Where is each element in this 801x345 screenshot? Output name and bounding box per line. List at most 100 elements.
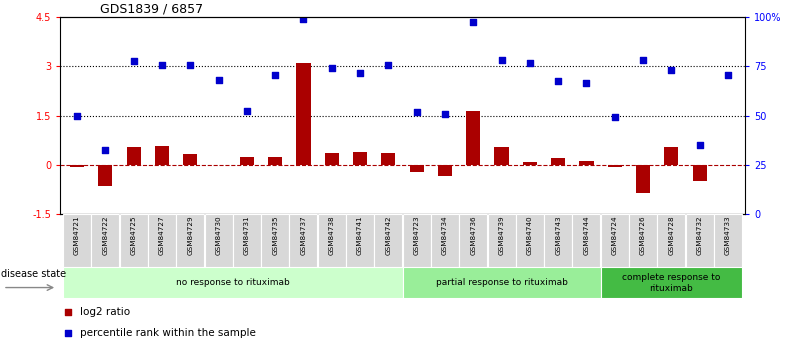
Bar bbox=[466, 111, 481, 165]
Bar bbox=[573, 214, 601, 267]
Text: GSM84728: GSM84728 bbox=[668, 216, 674, 255]
Point bbox=[495, 57, 508, 63]
Bar bbox=[693, 165, 706, 181]
Bar bbox=[494, 147, 509, 165]
Text: GSM84725: GSM84725 bbox=[131, 216, 137, 255]
Text: log2 ratio: log2 ratio bbox=[80, 307, 131, 317]
Point bbox=[580, 80, 593, 86]
Point bbox=[269, 72, 282, 77]
Text: GSM84723: GSM84723 bbox=[413, 216, 420, 255]
Point bbox=[155, 62, 168, 68]
Bar bbox=[99, 165, 112, 186]
Bar bbox=[148, 214, 176, 267]
Point bbox=[637, 57, 650, 63]
Text: GSM84743: GSM84743 bbox=[555, 216, 562, 255]
Text: GSM84738: GSM84738 bbox=[328, 216, 335, 255]
Point bbox=[438, 111, 451, 117]
Text: GSM84730: GSM84730 bbox=[215, 216, 222, 255]
Bar bbox=[523, 162, 537, 165]
Point bbox=[467, 19, 480, 25]
Text: GSM84724: GSM84724 bbox=[612, 216, 618, 255]
Text: GSM84732: GSM84732 bbox=[697, 216, 702, 255]
Bar bbox=[204, 214, 232, 267]
Text: GDS1839 / 6857: GDS1839 / 6857 bbox=[100, 2, 203, 16]
Point bbox=[240, 108, 253, 114]
Bar bbox=[403, 214, 431, 267]
Bar bbox=[183, 154, 197, 165]
Bar bbox=[636, 165, 650, 193]
Point bbox=[665, 67, 678, 72]
Point bbox=[212, 77, 225, 82]
Bar bbox=[353, 152, 367, 165]
Text: GSM84721: GSM84721 bbox=[74, 216, 80, 255]
Bar bbox=[261, 214, 289, 267]
Text: partial response to rituximab: partial response to rituximab bbox=[436, 278, 567, 287]
Bar bbox=[63, 214, 91, 267]
Text: GSM84737: GSM84737 bbox=[300, 216, 307, 255]
Point bbox=[297, 16, 310, 22]
Bar bbox=[176, 214, 204, 267]
Bar bbox=[127, 147, 141, 165]
Bar bbox=[686, 214, 714, 267]
Bar bbox=[601, 267, 742, 298]
Point bbox=[552, 78, 565, 84]
Bar bbox=[70, 165, 84, 167]
Bar bbox=[459, 214, 487, 267]
Bar bbox=[601, 214, 629, 267]
Bar bbox=[629, 214, 657, 267]
Text: disease state: disease state bbox=[2, 269, 66, 279]
Point bbox=[410, 110, 423, 115]
Point bbox=[62, 309, 74, 315]
Bar bbox=[579, 161, 594, 165]
Text: GSM84742: GSM84742 bbox=[385, 216, 392, 255]
Text: GSM84729: GSM84729 bbox=[187, 216, 193, 255]
Bar bbox=[664, 147, 678, 165]
Bar bbox=[324, 153, 339, 165]
Text: GSM84734: GSM84734 bbox=[442, 216, 448, 255]
Bar bbox=[119, 214, 147, 267]
Point bbox=[70, 113, 83, 118]
Bar bbox=[714, 214, 742, 267]
Bar bbox=[658, 214, 686, 267]
Bar bbox=[381, 152, 396, 165]
Text: GSM84727: GSM84727 bbox=[159, 216, 165, 255]
Point bbox=[127, 59, 140, 64]
Text: GSM84744: GSM84744 bbox=[583, 216, 590, 255]
Point bbox=[325, 65, 338, 71]
Text: GSM84741: GSM84741 bbox=[357, 216, 363, 255]
Point bbox=[382, 62, 395, 68]
Point bbox=[354, 70, 367, 76]
Point bbox=[99, 147, 112, 153]
Point bbox=[184, 62, 197, 68]
Bar bbox=[346, 214, 374, 267]
Text: GSM84735: GSM84735 bbox=[272, 216, 278, 255]
Bar bbox=[544, 214, 572, 267]
Bar bbox=[63, 267, 402, 298]
Point bbox=[523, 60, 536, 66]
Point bbox=[608, 115, 621, 120]
Bar bbox=[409, 165, 424, 172]
Bar bbox=[438, 165, 452, 176]
Text: no response to rituximab: no response to rituximab bbox=[176, 278, 290, 287]
Bar bbox=[516, 214, 544, 267]
Bar bbox=[296, 63, 311, 165]
Bar bbox=[268, 157, 282, 165]
Bar bbox=[488, 214, 516, 267]
Text: GSM84740: GSM84740 bbox=[527, 216, 533, 255]
Bar bbox=[551, 158, 566, 165]
Point bbox=[722, 72, 735, 77]
Bar bbox=[431, 214, 459, 267]
Bar bbox=[289, 214, 317, 267]
Bar bbox=[233, 214, 261, 267]
Bar bbox=[91, 214, 119, 267]
Bar bbox=[402, 267, 601, 298]
Bar bbox=[608, 165, 622, 167]
Text: GSM84733: GSM84733 bbox=[725, 216, 731, 255]
Text: percentile rank within the sample: percentile rank within the sample bbox=[80, 328, 256, 338]
Text: complete response to
rituximab: complete response to rituximab bbox=[622, 273, 721, 293]
Text: GSM84726: GSM84726 bbox=[640, 216, 646, 255]
Text: GSM84736: GSM84736 bbox=[470, 216, 477, 255]
Text: GSM84739: GSM84739 bbox=[498, 216, 505, 255]
Bar bbox=[318, 214, 346, 267]
Bar bbox=[239, 157, 254, 165]
